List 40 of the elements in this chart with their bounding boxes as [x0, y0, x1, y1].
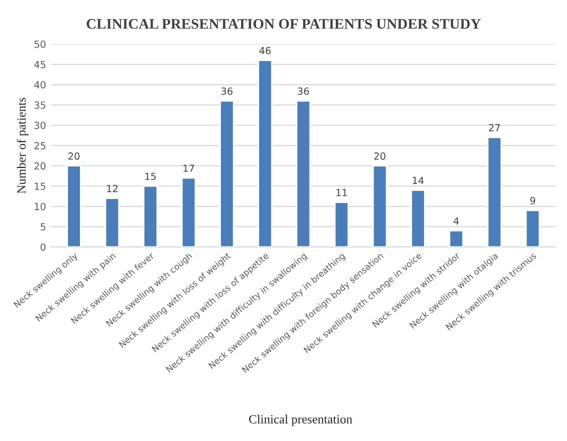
bar: [410, 189, 426, 247]
bar: [104, 198, 120, 247]
chart-title: CLINICAL PRESENTATION OF PATIENTS UNDER STUDY: [86, 19, 481, 29]
y-tick-label: 40: [34, 81, 46, 89]
data-label: 12: [107, 184, 118, 192]
data-label: 17: [184, 164, 194, 172]
data-label: 27: [489, 124, 500, 132]
data-label: 14: [412, 176, 424, 184]
y-tick-label: 35: [34, 101, 46, 109]
y-tick-label: 10: [34, 202, 46, 210]
data-label: 11: [336, 189, 347, 196]
bar: [181, 177, 196, 247]
bar: [334, 202, 349, 247]
bar: [296, 100, 311, 247]
y-tick-label: 25: [34, 142, 46, 150]
data-label: 20: [374, 152, 386, 160]
data-label: 20: [68, 152, 80, 160]
data-label: 9: [530, 197, 536, 204]
bar: [372, 165, 388, 247]
bar: [220, 100, 234, 247]
bar: [66, 165, 82, 247]
bar: [143, 185, 158, 247]
y-axis-title: Number of patients: [16, 98, 28, 194]
y-tick-label: 50: [34, 40, 46, 48]
data-label: 36: [298, 87, 309, 95]
y-tick-label: 0: [40, 243, 46, 251]
y-tick-label: 15: [34, 182, 46, 190]
bar: [448, 230, 464, 247]
data-label: 46: [259, 46, 271, 54]
bar: [525, 210, 540, 247]
x-axis-title: Clinical presentation: [249, 414, 352, 426]
bar: [258, 60, 272, 247]
y-tick-label: 30: [34, 122, 46, 130]
y-tick-label: 5: [40, 223, 46, 231]
data-label: 4: [454, 217, 459, 225]
y-tick-label: 45: [34, 60, 46, 68]
data-label: 15: [145, 172, 156, 180]
y-tick-label: 20: [34, 162, 46, 170]
data-label: 36: [221, 87, 232, 95]
bar: [487, 136, 502, 247]
